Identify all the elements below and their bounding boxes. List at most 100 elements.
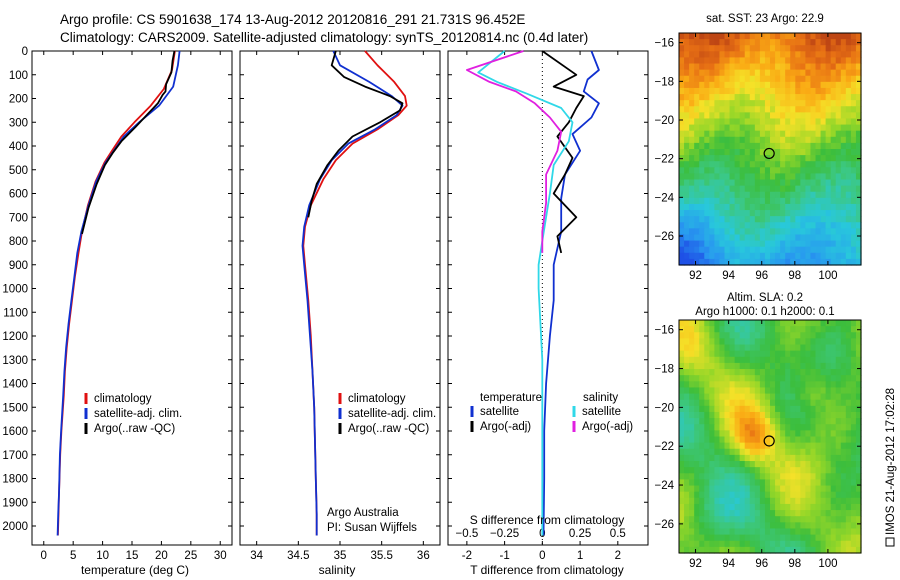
map-cell (850, 51, 857, 59)
map-cell (825, 57, 832, 65)
map-cell (820, 179, 827, 187)
map-cell (719, 436, 726, 444)
map-cell (830, 491, 837, 499)
map-cell (775, 258, 781, 266)
map-cell (744, 124, 751, 132)
map-cell (739, 362, 746, 370)
map-cell (775, 118, 781, 126)
map-cell (714, 130, 721, 138)
map-cell (764, 203, 771, 211)
map-cell (820, 534, 827, 542)
map-cell (699, 497, 705, 505)
map-cell (749, 185, 756, 193)
map-cell (709, 350, 715, 358)
map-cell (825, 155, 832, 162)
map-cell (820, 234, 827, 242)
map-cell (679, 467, 685, 474)
map-cell (780, 448, 786, 456)
map-cell (699, 197, 705, 205)
map-cell (724, 350, 731, 358)
map-cell (840, 320, 847, 327)
map-cell (689, 51, 695, 59)
map-cell (704, 106, 710, 113)
map-cell (830, 191, 837, 199)
map-cell (790, 528, 796, 536)
map-cell (689, 387, 695, 395)
map-cell (835, 228, 842, 236)
map-cell (689, 399, 695, 407)
map-cell (729, 516, 736, 523)
map-cell (770, 161, 776, 168)
map-cell (790, 149, 796, 156)
map-cell (689, 332, 695, 339)
map-cell (739, 503, 746, 511)
map-cell (749, 534, 756, 542)
map-cell (835, 510, 842, 517)
map-cell (704, 411, 710, 419)
map-cell (825, 87, 832, 95)
map-cell (790, 33, 796, 40)
map-cell (825, 510, 832, 517)
map-cell (845, 522, 852, 530)
map-cell (679, 461, 685, 468)
map-cell (780, 467, 786, 474)
map-cell (734, 387, 741, 395)
map-cell (790, 442, 796, 450)
map-cell (815, 216, 822, 223)
map-cell (714, 252, 721, 260)
map-cell (835, 130, 842, 138)
map-cell (694, 497, 700, 505)
map-cell (770, 405, 776, 413)
map-cell (759, 473, 766, 481)
map-cell (684, 210, 690, 217)
map-cell (845, 142, 852, 150)
map-cell (694, 63, 700, 71)
map-cell (820, 405, 827, 413)
map-cell (840, 222, 847, 229)
map-cell (835, 33, 842, 40)
map-cell (709, 191, 715, 199)
map-cell (810, 234, 817, 242)
x2-tick-label: 0.5 (610, 528, 626, 540)
map-cell (694, 338, 700, 346)
map-cell (689, 179, 695, 187)
map-cell (739, 381, 746, 389)
map-cell (724, 411, 731, 419)
map-cell (699, 252, 705, 260)
map-cell (759, 39, 766, 46)
legend-label: Argo(..raw -QC) (348, 423, 429, 435)
map-cell (749, 203, 756, 211)
map-cell (759, 246, 766, 254)
map-cell (684, 155, 690, 162)
map-cell (805, 161, 812, 168)
map-cell (780, 167, 786, 175)
map-cell (749, 479, 756, 487)
map-cell (795, 173, 801, 181)
map-cell (810, 130, 817, 138)
map-cell (724, 136, 731, 144)
map-cell (689, 81, 695, 89)
map-cell (759, 155, 766, 162)
map-cell (759, 222, 766, 229)
map-cell (825, 497, 832, 505)
map-cell (699, 418, 705, 425)
map-cell (855, 350, 862, 358)
map-cell (785, 69, 791, 77)
map-cell (749, 510, 756, 517)
map-cell (734, 142, 741, 150)
map-cell (770, 234, 776, 242)
map-cell (764, 491, 771, 499)
map-cell (729, 216, 736, 223)
map-cell (820, 320, 827, 327)
map-cell (830, 369, 837, 376)
map-cell (744, 393, 751, 401)
map-cell (684, 522, 690, 530)
map-cell (850, 57, 857, 65)
map-cell (734, 436, 741, 444)
map-cell (770, 106, 776, 113)
map-cell (709, 234, 715, 242)
map-cell (845, 320, 852, 327)
map-cell (739, 454, 746, 462)
map-cell (790, 350, 796, 358)
